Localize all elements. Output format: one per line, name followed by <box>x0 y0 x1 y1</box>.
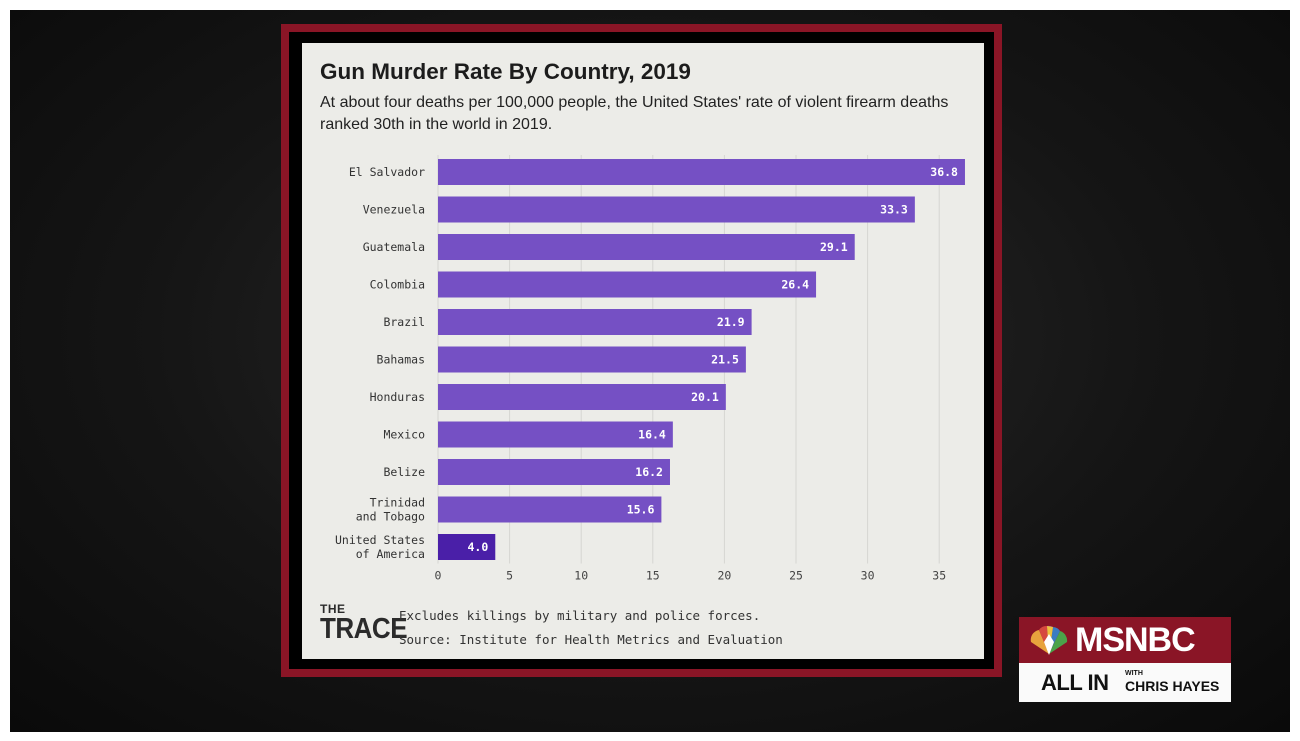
category-label: Guatemala <box>363 240 425 254</box>
chart-title: Gun Murder Rate By Country, 2019 <box>320 59 691 84</box>
data-label: 33.3 <box>880 203 908 217</box>
chart-card: Gun Murder Rate By Country, 2019 At abou… <box>302 43 984 659</box>
category-label: El Salvador <box>349 165 425 179</box>
category-label: Honduras <box>370 390 425 404</box>
category-label: Trinidad <box>370 496 425 510</box>
logo-trace-text: TRACE <box>320 611 408 645</box>
show-host: CHRIS HAYES <box>1125 678 1220 694</box>
bar <box>438 459 670 485</box>
msnbc-wordmark: MSNBC <box>1075 620 1196 659</box>
x-tick-label: 0 <box>435 569 442 583</box>
category-label: Belize <box>383 465 425 479</box>
bar <box>438 309 752 335</box>
bar-chart: 0 5 10 15 20 25 30 35 36.8 El Salvador 33.3 Venezue… <box>335 155 965 583</box>
bar <box>438 234 855 260</box>
bar <box>438 159 965 185</box>
show-title: ALL IN <box>1041 669 1109 695</box>
data-label: 15.6 <box>627 503 655 517</box>
category-label: Bahamas <box>377 353 425 367</box>
data-label: 36.8 <box>930 165 958 179</box>
x-tick-label: 25 <box>789 569 803 583</box>
show-with-label: WITH <box>1125 670 1143 677</box>
data-label: 16.2 <box>635 465 663 479</box>
the-trace-logo: THE TRACE <box>320 602 408 645</box>
category-label: Brazil <box>383 315 425 329</box>
bar <box>438 271 817 298</box>
x-tick-label: 20 <box>717 569 731 583</box>
bar <box>438 346 746 373</box>
bar <box>438 384 726 410</box>
category-label: and Tobago <box>356 510 425 524</box>
network-bug: MSNBC ALL IN WITH CHRIS HAYES <box>1019 617 1231 702</box>
logo-the-text: THE <box>320 602 346 616</box>
data-label: 16.4 <box>638 428 666 442</box>
data-label: 26.4 <box>781 278 809 292</box>
chart-source: Source: Institute for Health Metrics and… <box>399 632 783 647</box>
x-tick-label: 5 <box>506 569 513 583</box>
data-label: 20.1 <box>691 390 719 404</box>
x-tick-label: 35 <box>932 569 946 583</box>
category-label: of America <box>356 547 425 561</box>
bar <box>438 196 915 223</box>
data-label: 21.9 <box>717 315 745 329</box>
category-label: Venezuela <box>363 203 425 217</box>
x-tick-label: 10 <box>574 569 588 583</box>
category-label: Mexico <box>383 428 425 442</box>
category-label: Colombia <box>370 278 425 292</box>
x-tick-label: 30 <box>861 569 875 583</box>
bar <box>438 421 673 448</box>
data-label: 29.1 <box>820 240 848 254</box>
bar <box>438 496 662 523</box>
network-logo-bar: MSNBC <box>1019 617 1231 663</box>
show-title-bar: ALL IN WITH CHRIS HAYES <box>1019 663 1231 702</box>
x-tick-label: 15 <box>646 569 660 583</box>
chart-subtitle: At about four deaths per 100,000 people,… <box>320 94 949 133</box>
data-label: 21.5 <box>711 353 739 367</box>
category-label: United States <box>335 533 425 547</box>
data-label: 4.0 <box>467 540 488 554</box>
bar <box>438 534 496 560</box>
peacock-icon <box>1030 625 1068 655</box>
chart-note: Excludes killings by military and police… <box>399 608 761 623</box>
